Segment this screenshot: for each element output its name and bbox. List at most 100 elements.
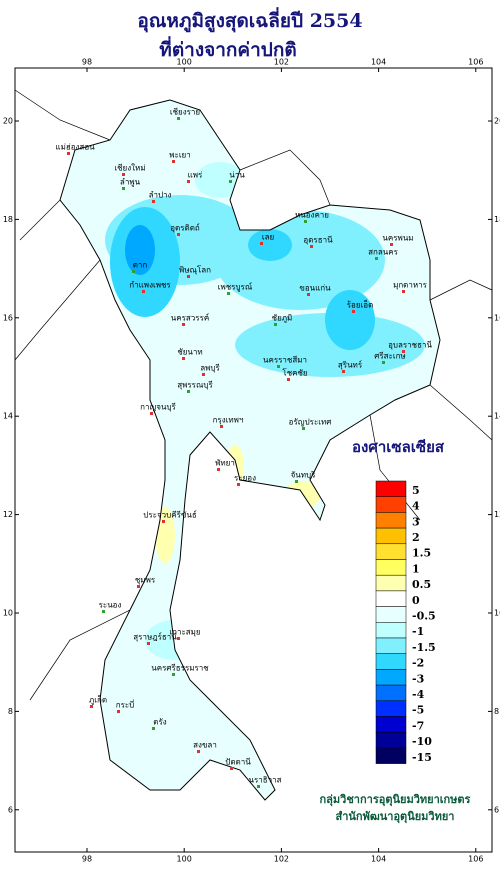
legend-swatch [375, 637, 407, 654]
station [182, 323, 185, 326]
province-label: แม่ฮ่องสอน [55, 143, 95, 152]
station [137, 585, 140, 588]
station [177, 233, 180, 236]
station [310, 245, 313, 248]
station [287, 378, 290, 381]
province-label: ชุมพร [135, 576, 156, 585]
province-label: นราธิวาส [248, 776, 281, 785]
province-label: นครสวรรค์ [171, 313, 209, 323]
station [182, 357, 185, 360]
legend-label: -1 [412, 625, 424, 638]
legend-label: 3 [412, 515, 420, 528]
province-label: ศรีสะเกษ [374, 352, 405, 361]
province-label: จันทบุรี [291, 471, 317, 480]
lat-label: 16 [3, 313, 13, 322]
legend-label: 0.5 [412, 578, 431, 591]
lon-label: 100 [177, 855, 192, 864]
province-label: ปัตตานี [225, 758, 251, 767]
lon-label: 102 [274, 855, 289, 864]
legend-label: -1.5 [412, 641, 436, 654]
province-label: สุราษฎร์ธานี [133, 632, 177, 642]
station [122, 187, 125, 190]
station [295, 480, 298, 483]
legend-label: 1.5 [412, 547, 431, 560]
province-label: สุพรรณบุรี [177, 381, 213, 390]
station [172, 673, 175, 676]
legend-swatch [375, 731, 407, 749]
province-label: ภูเก็ต [89, 695, 107, 706]
station [227, 292, 230, 295]
annotations: 9898100100102102104104106106202018181616… [3, 58, 500, 864]
legend-swatch [375, 716, 407, 733]
province-label: ขอนแก่น [299, 284, 331, 293]
legend-swatch [375, 669, 407, 686]
lon-label: 106 [468, 58, 483, 67]
province-label: ชัยภูมิ [272, 314, 293, 324]
province-label: เชียงใหม่ [114, 164, 145, 173]
province-label: กำแพงเพชร [129, 281, 171, 290]
station [177, 117, 180, 120]
station [230, 767, 233, 770]
legend-label: 2 [412, 531, 420, 544]
station [382, 361, 385, 364]
legend-swatch [375, 684, 407, 702]
station [260, 242, 263, 245]
legend-label: 4 [412, 500, 420, 513]
province-label: ชัยนาท [177, 348, 202, 357]
lat-label: 18 [494, 215, 500, 224]
province-label: ระนอง [99, 601, 122, 610]
legend-swatch [375, 559, 407, 576]
legend-label: -15 [412, 751, 432, 764]
station [402, 290, 405, 293]
lon-label: 104 [371, 855, 386, 864]
station [302, 427, 305, 430]
province-label: เกาะสมุย [169, 628, 200, 637]
station [142, 290, 145, 293]
station [117, 710, 120, 713]
legend-swatch [375, 622, 407, 639]
province-label: ตาก [133, 261, 148, 270]
province-label: หนองคาย [295, 211, 329, 220]
station [220, 425, 223, 428]
province-label: โชคชัย [282, 368, 307, 378]
lat-label: 14 [494, 412, 500, 421]
lat-label: 6 [8, 805, 13, 814]
legend-swatch [375, 496, 407, 513]
legend-label: -7 [412, 719, 424, 732]
province-label: ระยอง [234, 474, 256, 483]
legend-swatch [375, 590, 407, 607]
credit: กลุ่มวิชาการอุตุนิยมวิทยาเกษตร [320, 793, 471, 807]
station [274, 323, 277, 326]
station [172, 160, 175, 163]
station [152, 200, 155, 203]
legend-swatch [375, 512, 407, 529]
province-label: เลย [262, 233, 274, 242]
legend-title: องศาเซลเซียส [352, 438, 445, 456]
station [132, 270, 135, 273]
province-label: มุกดาหาร [393, 281, 428, 290]
province-label: ร้อยเอ็ด [347, 300, 374, 310]
station [277, 365, 280, 368]
lon-label: 98 [82, 855, 92, 864]
credit: สำนักพัฒนาอุตุนิยมวิทยา [336, 810, 455, 824]
station [162, 520, 165, 523]
legend-swatch [375, 653, 407, 670]
legend-label: -10 [412, 735, 432, 748]
lat-label: 14 [3, 412, 13, 421]
province-label: เพชรบูรณ์ [218, 282, 253, 293]
lon-label: 100 [177, 58, 192, 67]
lat-label: 8 [494, 707, 499, 716]
title: ที่ต่างจากค่าปกติ [159, 36, 296, 61]
station [257, 785, 260, 788]
station [390, 243, 393, 246]
station [229, 180, 232, 183]
station [202, 373, 205, 376]
station [197, 750, 200, 753]
legend-swatch [375, 480, 407, 497]
province-label: กาญจนบุรี [140, 403, 176, 412]
station [90, 705, 93, 708]
station [102, 610, 105, 613]
province-label: กรุงเทพฯ [213, 416, 244, 425]
province-label: แพร่ [188, 171, 203, 180]
